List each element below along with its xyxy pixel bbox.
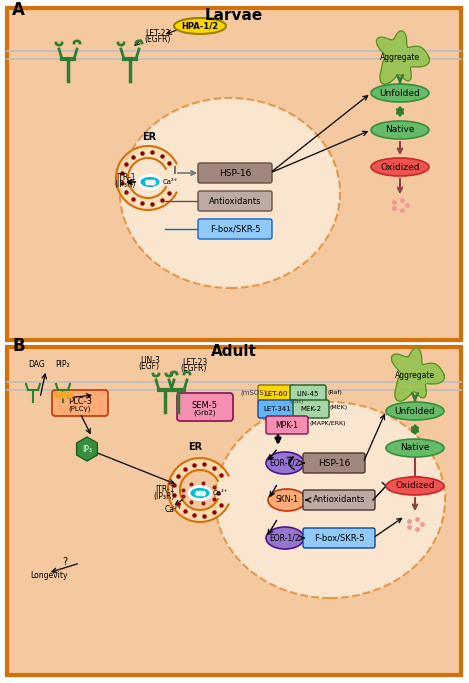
Ellipse shape (215, 402, 445, 598)
Text: F-box/SKR-5: F-box/SKR-5 (314, 533, 364, 542)
FancyBboxPatch shape (293, 400, 329, 418)
Text: (IP₃R): (IP₃R) (114, 180, 136, 189)
Text: ER: ER (188, 442, 202, 452)
FancyBboxPatch shape (177, 393, 233, 421)
Text: ?: ? (62, 557, 67, 567)
Text: B: B (12, 337, 25, 355)
Ellipse shape (174, 18, 226, 34)
Text: LET-341: LET-341 (263, 406, 291, 412)
Ellipse shape (371, 158, 429, 176)
Text: DAG: DAG (28, 360, 45, 369)
Text: Aggregate: Aggregate (380, 53, 420, 63)
Text: (MAPK/ERK): (MAPK/ERK) (310, 421, 347, 426)
Text: Antioxidants: Antioxidants (313, 495, 365, 505)
Text: SEM-5: SEM-5 (192, 402, 218, 410)
Ellipse shape (386, 439, 444, 457)
Ellipse shape (386, 477, 444, 495)
FancyBboxPatch shape (7, 8, 461, 340)
FancyBboxPatch shape (258, 400, 297, 418)
Text: Ca²⁺: Ca²⁺ (165, 505, 182, 514)
Text: MEK-2: MEK-2 (301, 406, 322, 412)
Text: (EGFR): (EGFR) (144, 35, 170, 44)
Ellipse shape (371, 84, 429, 102)
FancyBboxPatch shape (198, 219, 272, 239)
Text: LIN-45: LIN-45 (297, 391, 319, 397)
Ellipse shape (120, 98, 340, 288)
Text: PIP₂: PIP₂ (55, 360, 69, 369)
Text: LET-60: LET-60 (265, 391, 287, 397)
Text: (Grb2): (Grb2) (194, 410, 216, 416)
Text: Longevity: Longevity (30, 571, 68, 580)
Text: HPA-1/2: HPA-1/2 (182, 21, 219, 31)
Text: Oxidized: Oxidized (380, 163, 420, 171)
Text: ITR-1: ITR-1 (155, 485, 174, 494)
Text: Larvae: Larvae (205, 8, 263, 23)
Text: HSP-16: HSP-16 (318, 458, 350, 467)
Text: PLC-3: PLC-3 (68, 398, 92, 406)
Text: LIN-3: LIN-3 (140, 356, 160, 365)
Text: Aggregate: Aggregate (395, 370, 435, 380)
Text: Unfolded: Unfolded (394, 406, 435, 415)
Text: (EGFR): (EGFR) (180, 364, 206, 373)
Text: (mSOS): (mSOS) (240, 390, 266, 397)
Polygon shape (168, 458, 228, 522)
FancyBboxPatch shape (198, 191, 272, 211)
FancyBboxPatch shape (7, 347, 461, 675)
Circle shape (55, 392, 61, 398)
Text: EOR-1/2: EOR-1/2 (270, 458, 300, 467)
Text: Adult: Adult (211, 344, 257, 359)
Polygon shape (116, 146, 176, 210)
Ellipse shape (266, 452, 304, 474)
Polygon shape (392, 348, 445, 401)
Text: SKN-1: SKN-1 (275, 495, 298, 505)
Text: (EGF): (EGF) (138, 362, 159, 371)
FancyBboxPatch shape (266, 416, 308, 434)
FancyBboxPatch shape (290, 385, 326, 403)
Polygon shape (76, 437, 98, 461)
FancyBboxPatch shape (198, 163, 272, 183)
Text: (Raf): (Raf) (327, 390, 342, 395)
Ellipse shape (139, 176, 161, 189)
Text: IP₃: IP₃ (82, 445, 92, 454)
Circle shape (61, 392, 67, 398)
Polygon shape (377, 31, 430, 84)
Text: Antioxidants: Antioxidants (209, 197, 261, 206)
Text: (Ras): (Ras) (290, 399, 304, 404)
Ellipse shape (189, 486, 211, 499)
Circle shape (67, 392, 73, 398)
Ellipse shape (268, 489, 306, 511)
Ellipse shape (371, 121, 429, 139)
Text: ER: ER (142, 132, 156, 142)
FancyBboxPatch shape (52, 390, 108, 416)
FancyBboxPatch shape (258, 385, 294, 403)
Text: Unfolded: Unfolded (379, 89, 420, 98)
Text: HSP-16: HSP-16 (219, 169, 251, 178)
FancyBboxPatch shape (303, 490, 375, 510)
FancyBboxPatch shape (303, 528, 375, 548)
Text: F-box/SKR-5: F-box/SKR-5 (210, 225, 260, 234)
Text: Native: Native (385, 126, 415, 135)
Text: (PLCγ): (PLCγ) (69, 406, 91, 413)
Text: Ca²⁺: Ca²⁺ (213, 490, 228, 496)
Text: Oxidized: Oxidized (395, 482, 435, 490)
FancyBboxPatch shape (303, 453, 365, 473)
Ellipse shape (266, 527, 304, 549)
Text: ITR-1: ITR-1 (116, 173, 136, 182)
Text: (MEK): (MEK) (330, 405, 348, 410)
Text: LET-23: LET-23 (182, 358, 207, 367)
Text: EOR-1/2: EOR-1/2 (270, 533, 300, 542)
Text: Ca²⁺: Ca²⁺ (163, 179, 179, 185)
Text: A: A (12, 1, 25, 19)
Ellipse shape (386, 402, 444, 420)
Text: Native: Native (400, 443, 430, 453)
Text: (IP₃R): (IP₃R) (153, 492, 174, 501)
Text: LET-23: LET-23 (145, 29, 170, 38)
Text: MPK-1: MPK-1 (275, 421, 298, 430)
